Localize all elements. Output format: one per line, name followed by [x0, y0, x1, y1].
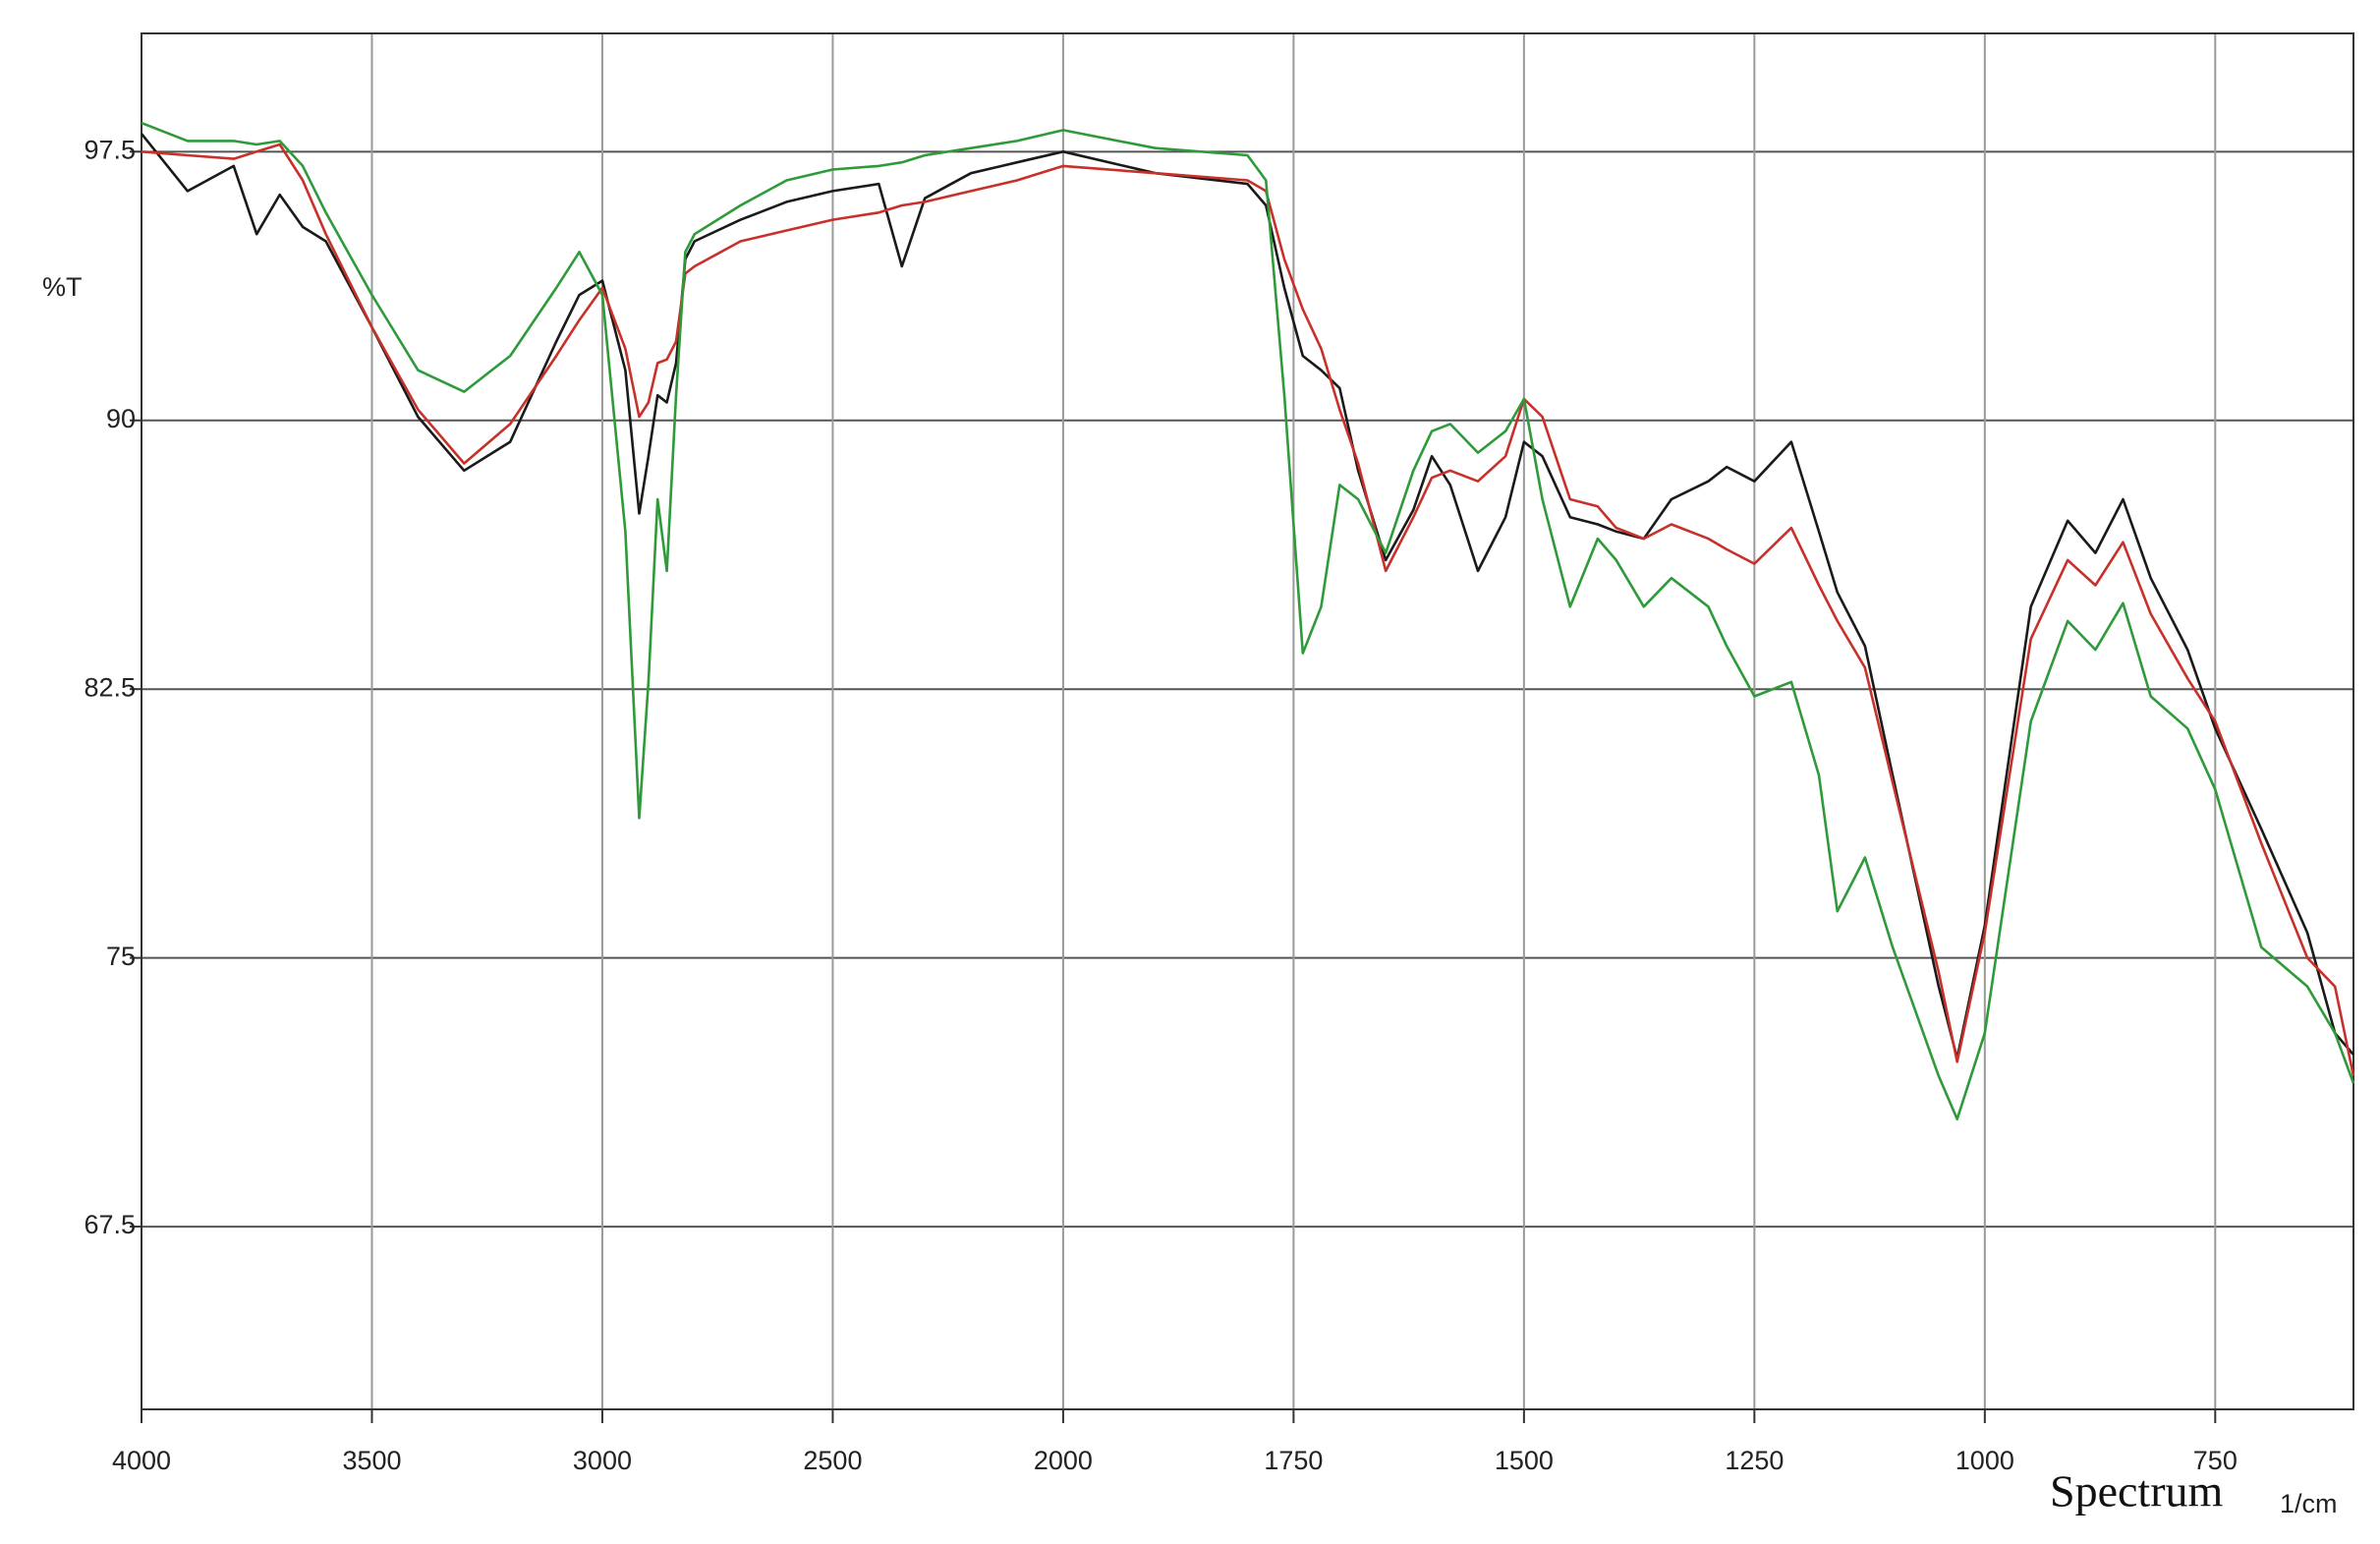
x-tick-label: 3500 [342, 1446, 401, 1475]
x-tick-label: 1500 [1495, 1446, 1554, 1475]
x-tick-label: 2500 [803, 1446, 862, 1475]
plot-frame [141, 32, 2354, 1410]
x-axis-unit: 1/cm [2280, 1489, 2338, 1518]
y-tick-label: 75 [106, 942, 136, 971]
spectrum-line [141, 121, 2355, 1120]
y-tick-label: 67.5 [84, 1210, 136, 1239]
x-tick-label: 1750 [1264, 1446, 1323, 1475]
x-tick-label: 1250 [1725, 1446, 1784, 1475]
x-tick-label: 1000 [1955, 1446, 2014, 1475]
y-axis-label: %T [42, 272, 83, 302]
x-tick-label: 750 [2193, 1446, 2238, 1475]
y-tick-label: 90 [106, 404, 136, 433]
x-tick-label: 3000 [573, 1446, 632, 1475]
x-tick-label: 2000 [1034, 1446, 1093, 1475]
y-tick-label: 97.5 [84, 135, 136, 164]
spectrum-line [141, 143, 2355, 1077]
x-tick-label: 4000 [112, 1446, 171, 1475]
spectrum-line [140, 133, 2354, 1059]
y-tick-label: 82.5 [84, 672, 136, 702]
x-axis-label: Spectrum [2050, 1466, 2224, 1516]
